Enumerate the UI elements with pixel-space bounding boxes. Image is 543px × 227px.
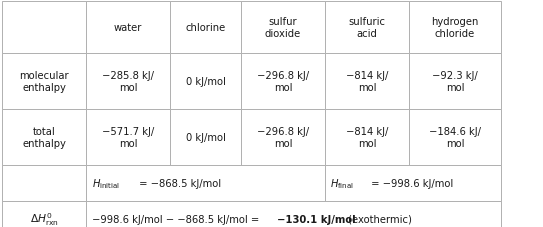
Text: −998.6 kJ/mol − −868.5 kJ/mol =: −998.6 kJ/mol − −868.5 kJ/mol = [92, 214, 262, 224]
Text: −296.8 kJ/
mol: −296.8 kJ/ mol [257, 127, 309, 148]
Bar [241, 2, 325, 54]
Text: $H_{\rm initial}$: $H_{\rm initial}$ [92, 176, 120, 190]
Bar [170, 109, 241, 165]
Text: = −868.5 kJ/mol: = −868.5 kJ/mol [136, 178, 221, 188]
Text: sulfur
dioxide: sulfur dioxide [265, 17, 301, 39]
Bar [170, 54, 241, 109]
Bar [2, 201, 86, 227]
Text: (exothermic): (exothermic) [345, 214, 412, 224]
Text: −296.8 kJ/
mol: −296.8 kJ/ mol [257, 71, 309, 92]
Bar [325, 54, 409, 109]
Bar [325, 109, 409, 165]
Text: −92.3 kJ/
mol: −92.3 kJ/ mol [432, 71, 478, 92]
Text: sulfuric
acid: sulfuric acid [349, 17, 386, 39]
Text: −130.1 kJ/mol: −130.1 kJ/mol [277, 214, 356, 224]
Text: $H_{\rm final}$: $H_{\rm final}$ [330, 176, 354, 190]
Bar [409, 2, 501, 54]
Text: water: water [114, 23, 142, 33]
Text: molecular
enthalpy: molecular enthalpy [19, 71, 69, 92]
Bar [170, 2, 241, 54]
Bar [325, 2, 409, 54]
Bar [86, 109, 170, 165]
Bar [86, 165, 325, 201]
Bar [409, 109, 501, 165]
Bar [409, 54, 501, 109]
Bar [2, 54, 86, 109]
Bar [86, 201, 501, 227]
Text: −285.8 kJ/
mol: −285.8 kJ/ mol [102, 71, 154, 92]
Bar [86, 54, 170, 109]
Bar [2, 165, 86, 201]
Text: 0 kJ/mol: 0 kJ/mol [186, 132, 225, 142]
Text: $\Delta H^0_{\rm rxn}$: $\Delta H^0_{\rm rxn}$ [30, 211, 59, 227]
Bar [325, 165, 501, 201]
Bar [2, 109, 86, 165]
Bar [241, 109, 325, 165]
Text: −184.6 kJ/
mol: −184.6 kJ/ mol [429, 127, 481, 148]
Text: −814 kJ/
mol: −814 kJ/ mol [346, 127, 388, 148]
Text: chlorine: chlorine [185, 23, 226, 33]
Bar [241, 54, 325, 109]
Text: −571.7 kJ/
mol: −571.7 kJ/ mol [102, 127, 154, 148]
Bar [86, 2, 170, 54]
Text: −814 kJ/
mol: −814 kJ/ mol [346, 71, 388, 92]
Bar [2, 2, 86, 54]
Text: 0 kJ/mol: 0 kJ/mol [186, 77, 225, 87]
Text: total
enthalpy: total enthalpy [22, 127, 66, 148]
Text: hydrogen
chloride: hydrogen chloride [431, 17, 479, 39]
Text: = −998.6 kJ/mol: = −998.6 kJ/mol [368, 178, 453, 188]
